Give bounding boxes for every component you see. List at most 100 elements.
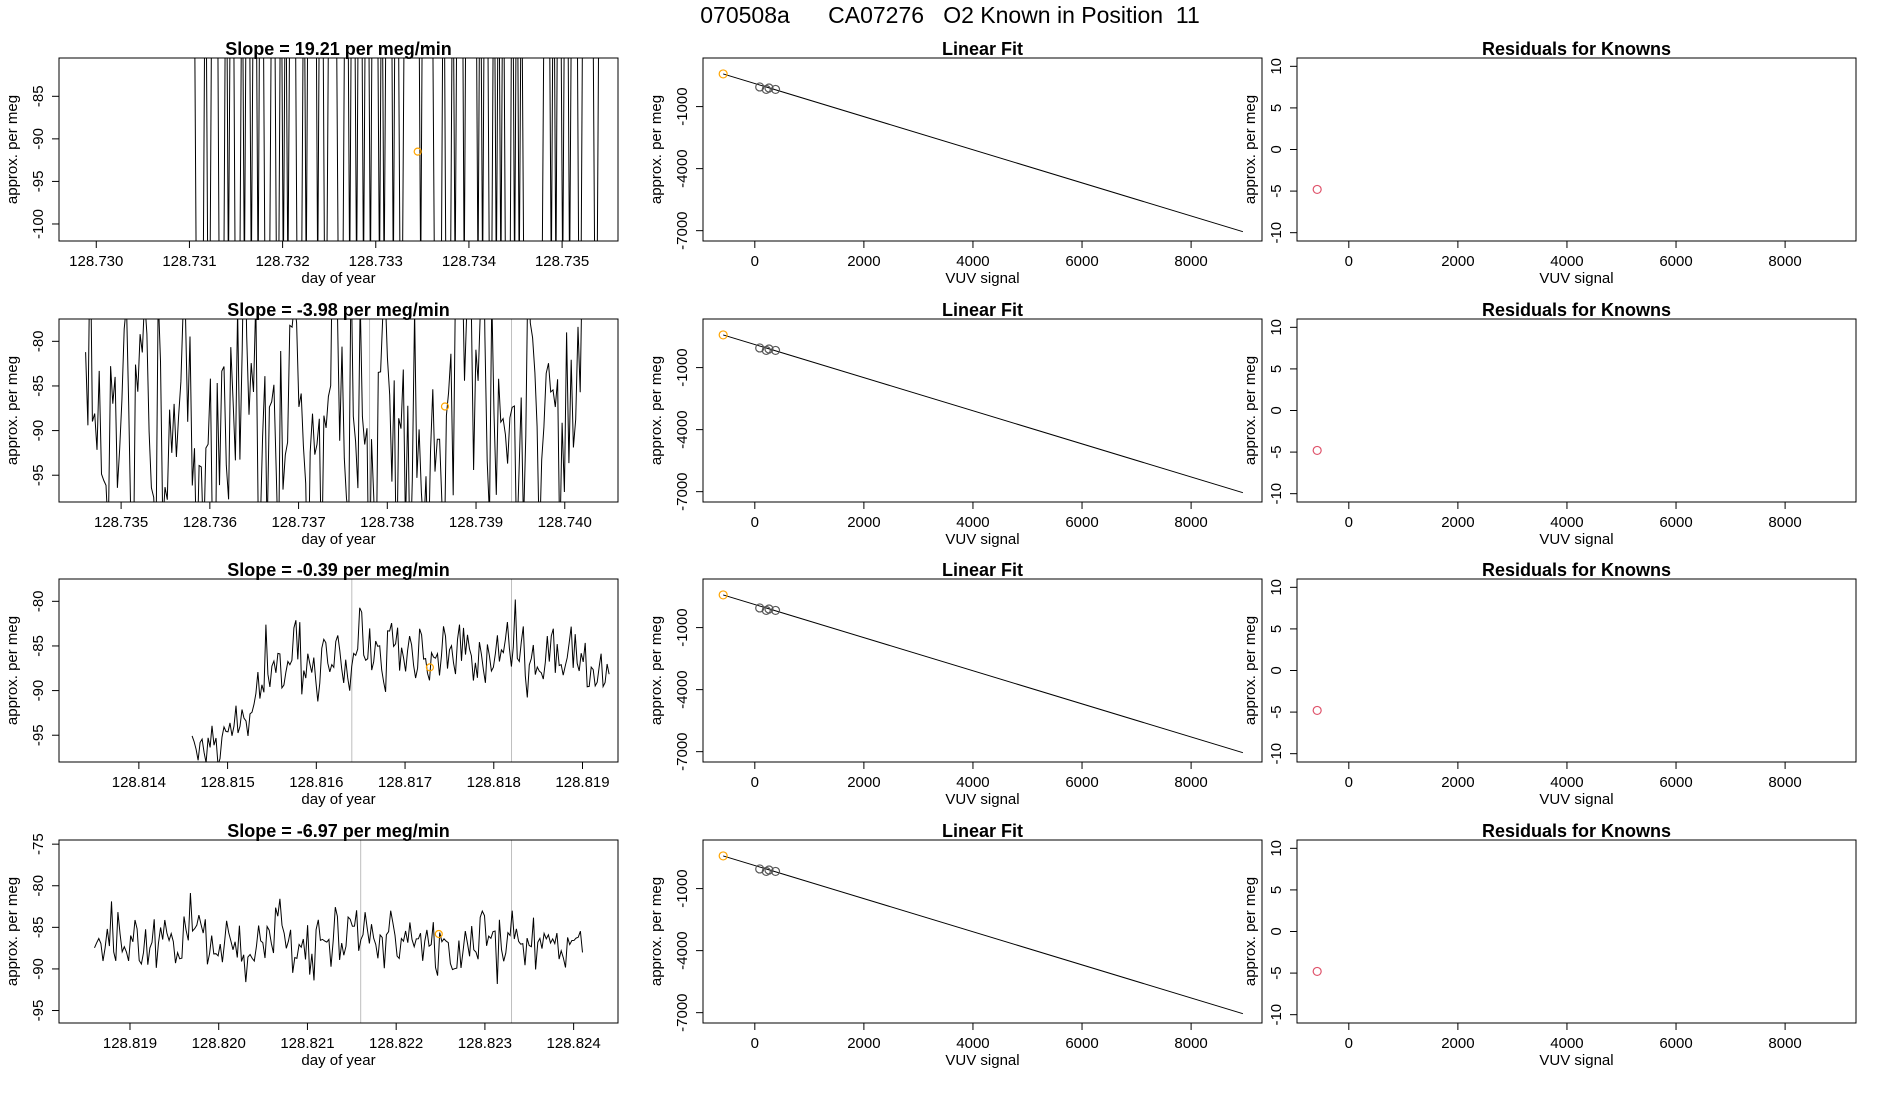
- panel-fit-row-3: Linear Fit 0 2000 4000 6000 8000 VUV signal -70…: [648, 560, 1263, 808]
- y-tick-label: -90: [30, 680, 47, 702]
- x-tick-label: 128.816: [289, 774, 343, 791]
- x-tick-label: 4000: [1550, 514, 1583, 531]
- x-axis-label: VUV signal: [1539, 791, 1613, 808]
- y-tick-label: 10: [1268, 319, 1285, 336]
- plot-frame: [1296, 839, 1857, 1024]
- fit-point: [764, 83, 774, 93]
- x-tick-label: 2000: [847, 774, 880, 791]
- x-tick-label: 128.738: [360, 514, 414, 531]
- x-tick-label: 128.739: [449, 514, 503, 531]
- plot-area: [85, 319, 582, 502]
- y-axis-label: approx. per meg: [648, 616, 665, 725]
- panel-title: Slope = -0.39 per meg/min: [227, 560, 450, 580]
- x-tick-label: 128.822: [369, 1035, 423, 1052]
- y-tick-label: -7000: [674, 732, 691, 770]
- y-axis-label: approx. per meg: [648, 95, 665, 204]
- x-tick-label: 128.819: [103, 1035, 157, 1052]
- x-tick-label: 2000: [1441, 514, 1474, 531]
- y-tick-label: -80: [30, 590, 47, 612]
- fit-line: [723, 855, 1244, 1015]
- panel-residuals-row-2: Residuals for Knowns 0 2000 4000 6000 8000 VUV…: [1242, 300, 1857, 548]
- y-tick-label: -1000: [674, 869, 691, 907]
- plot-area: [94, 840, 583, 1023]
- x-tick-label: 8000: [1174, 774, 1207, 791]
- figure-title: 070508a CA07276 O2 Known in Position 11: [700, 2, 1200, 28]
- x-tick-label: 6000: [1065, 514, 1098, 531]
- y-tick-label: -7000: [674, 472, 691, 510]
- fit-point: [718, 69, 728, 79]
- plot-area: [723, 73, 1244, 233]
- y-axis-label: approx. per meg: [1242, 95, 1259, 204]
- y-tick-label: -1000: [674, 608, 691, 646]
- x-tick-label: 4000: [1550, 774, 1583, 791]
- x-axis-label: VUV signal: [945, 1052, 1019, 1069]
- y-tick-label: -5: [1268, 445, 1285, 458]
- x-tick-label: 2000: [1441, 253, 1474, 270]
- plot-frame: [1296, 578, 1857, 763]
- x-tick-label: 4000: [956, 514, 989, 531]
- plot-frame: [1296, 57, 1857, 242]
- x-tick-label: 4000: [1550, 253, 1583, 270]
- y-tick-label: -10: [1268, 1004, 1285, 1026]
- plot-area: [191, 579, 610, 762]
- y-tick-label: -7000: [674, 993, 691, 1031]
- panel-title: Slope = 19.21 per meg/min: [225, 39, 452, 59]
- plot-area: [723, 334, 1244, 494]
- y-tick-label: -10: [1268, 483, 1285, 505]
- y-tick-label: -4000: [674, 931, 691, 969]
- x-tick-label: 6000: [1065, 1035, 1098, 1052]
- y-tick-label: -95: [30, 724, 47, 746]
- x-tick-label: 0: [751, 253, 759, 270]
- x-tick-label: 128.821: [280, 1035, 334, 1052]
- residual-point: [1312, 705, 1322, 716]
- x-tick-label: 6000: [1659, 253, 1692, 270]
- x-tick-label: 4000: [956, 1035, 989, 1052]
- panel-timeseries-row-1: Slope = 19.21 per meg/min 128.730 128.731 1…: [4, 39, 619, 287]
- y-tick-label: -5: [1268, 966, 1285, 979]
- plot-frame: [58, 839, 619, 1024]
- x-tick-label: 128.735: [535, 253, 589, 270]
- y-axis-label: approx. per meg: [4, 95, 21, 204]
- y-tick-label: 0: [1268, 927, 1285, 935]
- x-tick-label: 8000: [1174, 514, 1207, 531]
- panel-timeseries-row-2: Slope = -3.98 per meg/min 128.735 128.736 1…: [4, 300, 619, 548]
- panel-title: Residuals for Knowns: [1482, 560, 1671, 580]
- plot-frame: [702, 318, 1263, 503]
- panel-title: Residuals for Knowns: [1482, 39, 1671, 59]
- known-point-marker: [425, 663, 434, 672]
- x-axis-label: VUV signal: [1539, 270, 1613, 287]
- y-tick-label: -4000: [674, 149, 691, 187]
- y-axis-label: approx. per meg: [4, 877, 21, 986]
- plot-frame: [1296, 318, 1857, 503]
- panel-timeseries-row-4: Slope = -6.97 per meg/min 128.819 128.820 1…: [4, 821, 619, 1069]
- y-tick-label: -1000: [674, 87, 691, 125]
- x-tick-label: 0: [1345, 1035, 1353, 1052]
- panel-title: Residuals for Knowns: [1482, 821, 1671, 841]
- y-tick-label: -4000: [674, 670, 691, 708]
- y-axis-label: approx. per meg: [1242, 616, 1259, 725]
- known-point-marker: [434, 929, 443, 939]
- data-series-line: [194, 58, 599, 241]
- x-axis-label: VUV signal: [1539, 1052, 1613, 1069]
- x-tick-label: 6000: [1065, 774, 1098, 791]
- panel-fit-row-1: Linear Fit 0 2000 4000 6000 8000 VUV signal -70…: [648, 39, 1263, 287]
- x-tick-label: 2000: [1441, 1035, 1474, 1052]
- y-tick-label: 5: [1268, 365, 1285, 373]
- x-tick-label: 6000: [1659, 514, 1692, 531]
- fit-point: [755, 82, 765, 92]
- y-tick-label: 5: [1268, 886, 1285, 894]
- x-tick-label: 0: [1345, 253, 1353, 270]
- y-axis-label: approx. per meg: [1242, 356, 1259, 465]
- x-tick-label: 128.730: [69, 253, 123, 270]
- x-axis-label: day of year: [301, 791, 375, 808]
- residual-point: [1312, 184, 1322, 195]
- fit-point: [764, 604, 774, 614]
- y-tick-label: 0: [1268, 666, 1285, 674]
- y-tick-label: -90: [30, 420, 47, 442]
- y-tick-label: -75: [30, 833, 47, 855]
- x-tick-label: 2000: [847, 1035, 880, 1052]
- fit-point: [718, 590, 728, 600]
- y-tick-label: -85: [30, 635, 47, 657]
- x-tick-label: 128.735: [94, 514, 148, 531]
